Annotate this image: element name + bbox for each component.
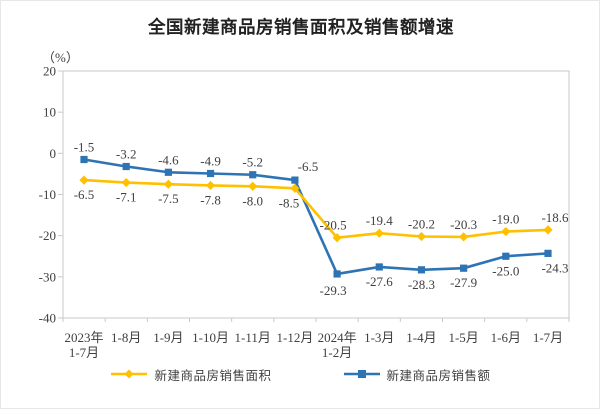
svg-text:1-6月: 1-6月 — [491, 330, 521, 345]
svg-text:1-7月: 1-7月 — [69, 345, 99, 360]
svg-text:2023年: 2023年 — [64, 330, 103, 345]
series-sales-amount — [80, 155, 552, 278]
svg-text:-5.2: -5.2 — [242, 155, 263, 170]
svg-text:1-11月: 1-11月 — [235, 330, 271, 345]
svg-text:-7.1: -7.1 — [116, 190, 137, 205]
svg-text:-27.9: -27.9 — [450, 275, 477, 290]
svg-text:-20.2: -20.2 — [408, 216, 435, 231]
svg-text:-20.5: -20.5 — [320, 218, 347, 233]
svg-text:1-8月: 1-8月 — [111, 330, 141, 345]
data-labels: -6.5 -7.1 -7.5 -7.8 -8.0 -8.5-20.5 -19.4 -20.2-… — [74, 140, 569, 298]
svg-text:2024年: 2024年 — [318, 330, 357, 345]
svg-text:-24.3: -24.3 — [541, 260, 568, 275]
svg-text:-18.6: -18.6 — [541, 210, 569, 225]
svg-text:1-3月: 1-3月 — [364, 330, 394, 345]
legend-line-square-icon — [343, 370, 380, 378]
legend-label-sales-area: 新建商品房销售面积 — [154, 368, 272, 383]
svg-text:-25.0: -25.0 — [492, 263, 519, 278]
svg-text:-8.5: -8.5 — [279, 195, 300, 210]
svg-text:-4.6: -4.6 — [158, 152, 179, 167]
svg-text:-10: -10 — [39, 187, 56, 202]
legend-line-diamond-icon — [111, 369, 148, 379]
svg-text:-6.5: -6.5 — [74, 187, 95, 202]
plot-border — [62, 70, 570, 319]
legend-label-sales-amount: 新建商品房销售额 — [386, 368, 491, 383]
svg-text:10: 10 — [43, 105, 56, 120]
chart-title: 全国新建商品房销售面积及销售额增速 — [148, 17, 454, 37]
legend-item-sales-area: 新建商品房销售面积 — [111, 365, 271, 384]
svg-text:-20: -20 — [39, 228, 56, 243]
svg-text:-20.3: -20.3 — [450, 217, 477, 232]
svg-text:-4.9: -4.9 — [200, 154, 221, 169]
svg-text:1-12月: 1-12月 — [276, 330, 313, 345]
svg-text:-1.5: -1.5 — [74, 140, 95, 155]
y-axis-unit-label: （%） — [42, 50, 79, 65]
svg-text:-6.5: -6.5 — [298, 159, 319, 174]
svg-text:-7.8: -7.8 — [200, 192, 221, 207]
svg-text:-28.3: -28.3 — [408, 277, 435, 292]
svg-text:20: 20 — [43, 64, 56, 79]
y-axis: 20 10 0 -10 -20 -30 -40 — [39, 64, 63, 326]
svg-text:-8.0: -8.0 — [242, 193, 263, 208]
legend-item-sales-amount: 新建商品房销售额 — [343, 365, 491, 384]
svg-text:1-7月: 1-7月 — [533, 330, 563, 345]
legend: 新建商品房销售面积 新建商品房销售额 — [1, 364, 599, 384]
svg-text:1-4月: 1-4月 — [406, 330, 436, 345]
svg-text:-40: -40 — [39, 311, 56, 326]
svg-text:-19.0: -19.0 — [492, 212, 519, 227]
svg-text:-30: -30 — [39, 269, 56, 284]
svg-text:-3.2: -3.2 — [116, 147, 137, 162]
svg-text:1-5月: 1-5月 — [448, 330, 478, 345]
svg-text:1-2月: 1-2月 — [322, 345, 352, 360]
svg-text:-27.6: -27.6 — [366, 274, 394, 289]
svg-text:-19.4: -19.4 — [366, 213, 394, 228]
svg-text:-29.3: -29.3 — [320, 283, 347, 298]
svg-text:0: 0 — [50, 146, 57, 161]
series-sales-area — [79, 175, 553, 243]
svg-text:1-10月: 1-10月 — [192, 330, 229, 345]
svg-text:-7.5: -7.5 — [158, 191, 179, 206]
svg-text:1-9月: 1-9月 — [153, 330, 183, 345]
